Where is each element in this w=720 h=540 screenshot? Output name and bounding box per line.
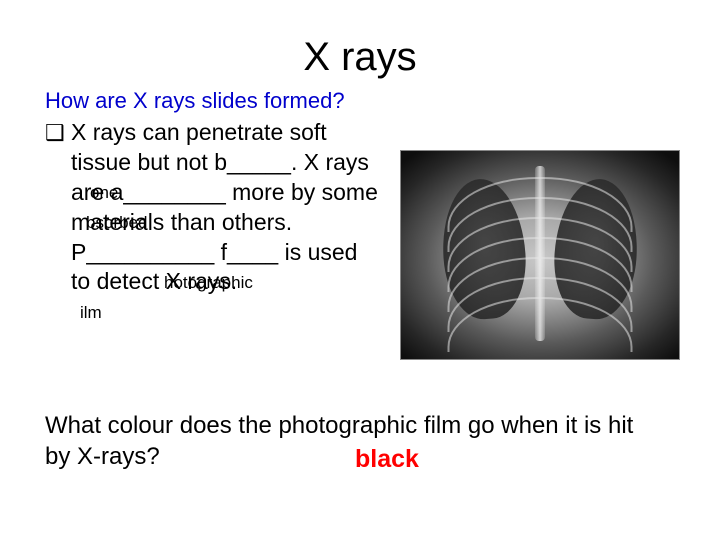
fill-ilm: ilm	[80, 303, 102, 323]
body-content: X rays can penetrate soft tissue but not…	[45, 118, 380, 297]
answer-text: black	[355, 445, 419, 474]
page-title: X rays	[0, 35, 720, 80]
body-paragraph: X rays can penetrate soft tissue but not…	[45, 118, 380, 297]
xray-image	[400, 150, 680, 360]
fill-one: one	[90, 183, 118, 203]
fill-hotographic: hotographic	[164, 273, 253, 293]
subtitle: How are X rays slides formed?	[45, 88, 345, 114]
fill-bsorbed: bsorbed	[86, 213, 147, 233]
